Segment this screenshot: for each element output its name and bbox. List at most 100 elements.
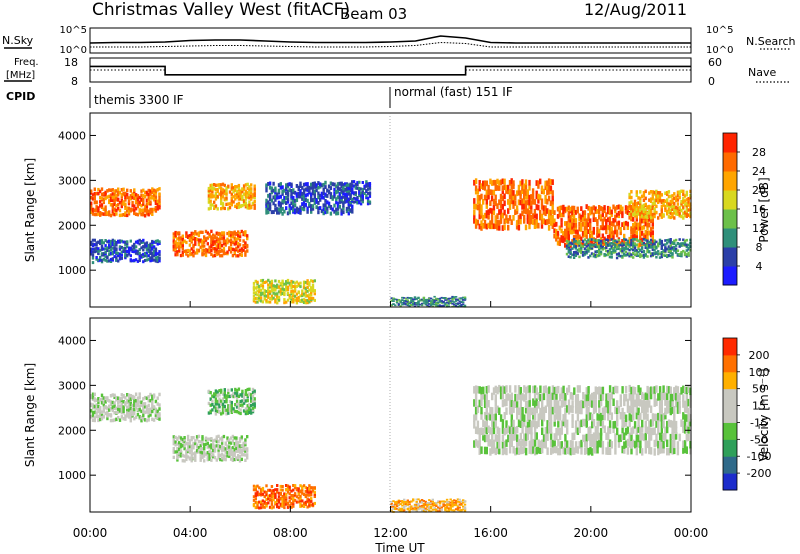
- echo-cell: [113, 250, 116, 254]
- echo-cell: [590, 209, 594, 215]
- echo-cell: [492, 426, 496, 435]
- echo-cell: [485, 393, 488, 402]
- echo-cell: [639, 249, 642, 252]
- echo-cell: [124, 202, 127, 206]
- echo-cell: [599, 242, 603, 245]
- power-echo-cells: [90, 178, 692, 308]
- echo-cell: [235, 449, 238, 454]
- echo-cell: [281, 189, 284, 194]
- echo-cell: [447, 300, 451, 302]
- echo-cell: [188, 442, 192, 446]
- echo-cell: [680, 200, 683, 204]
- echo-cell: [302, 194, 306, 199]
- echo-cell: [220, 458, 224, 462]
- echo-cell: [113, 411, 116, 415]
- echo-cell: [601, 245, 604, 249]
- colorbar-swatch: [723, 133, 737, 153]
- echo-cell: [95, 256, 98, 259]
- echo-cell: [240, 253, 243, 257]
- echo-cell: [521, 438, 524, 447]
- echo-cell: [118, 213, 122, 218]
- echo-cell: [480, 412, 483, 420]
- echo-cell: [476, 198, 480, 205]
- echo-cell: [576, 237, 579, 243]
- echo-cell: [290, 206, 293, 211]
- echo-cell: [617, 434, 621, 443]
- echo-cell: [589, 243, 592, 247]
- echo-cell: [235, 399, 239, 403]
- echo-cell: [571, 210, 574, 216]
- echo-cell: [194, 239, 197, 243]
- echo-cell: [483, 421, 487, 429]
- echo-cell: [238, 243, 242, 247]
- echo-cell: [599, 244, 603, 248]
- echo-cell: [108, 399, 111, 403]
- echo-cell: [585, 218, 588, 224]
- echo-cell: [646, 215, 649, 219]
- echo-cell: [209, 189, 212, 193]
- echo-cell: [606, 249, 610, 253]
- echo-cell: [302, 207, 306, 212]
- echo-cell: [530, 446, 533, 455]
- echo-cell: [261, 284, 265, 288]
- echo-cell: [308, 288, 311, 292]
- echo-cell: [637, 385, 640, 393]
- echo-cell: [310, 291, 313, 295]
- echo-cell: [482, 214, 485, 221]
- echo-cell: [542, 406, 546, 415]
- echo-cell: [154, 239, 158, 243]
- echo-cell: [510, 406, 513, 415]
- echo-cell: [368, 191, 372, 195]
- echo-cell: [482, 419, 485, 428]
- echo-cell: [100, 187, 104, 191]
- echo-cell: [109, 394, 113, 398]
- echo-cell: [476, 440, 480, 448]
- echo-cell: [451, 296, 454, 299]
- echo-cell: [286, 288, 290, 292]
- echo-cell: [212, 240, 215, 244]
- echo-cell: [428, 305, 431, 308]
- echo-cell: [617, 210, 621, 216]
- echo-cell: [302, 493, 306, 496]
- echo-cell: [108, 199, 111, 203]
- echo-cell: [290, 194, 293, 199]
- echo-cell: [503, 446, 506, 455]
- echo-cell: [651, 386, 655, 395]
- echo-cell: [567, 210, 570, 216]
- echo-cell: [256, 505, 259, 509]
- echo-cell: [671, 406, 674, 414]
- echo-cell: [630, 394, 633, 402]
- echo-cell: [673, 434, 676, 442]
- echo-cell: [671, 242, 674, 246]
- echo-cell: [658, 191, 662, 195]
- echo-cell: [145, 210, 149, 215]
- echo-cell: [589, 254, 592, 258]
- echo-cell: [256, 484, 259, 488]
- echo-cell: [474, 392, 478, 400]
- echo-cell: [480, 212, 483, 219]
- echo-cell: [190, 453, 193, 457]
- echo-cell: [133, 193, 136, 197]
- echo-cell: [276, 502, 279, 506]
- echo-cell: [621, 254, 624, 258]
- echo-cell: [229, 246, 233, 250]
- echo-cell: [113, 197, 116, 202]
- echo-cell: [580, 251, 583, 255]
- echo-cell: [567, 385, 571, 393]
- echo-cell: [605, 222, 608, 227]
- echo-cell: [487, 400, 490, 408]
- echo-cell: [333, 209, 336, 214]
- echo-cell: [306, 209, 309, 214]
- echo-cell: [526, 414, 530, 422]
- echo-cell: [454, 296, 458, 298]
- echo-cell: [517, 189, 521, 196]
- echo-cell: [429, 297, 433, 300]
- echo-cell: [503, 399, 506, 407]
- echo-cell: [109, 188, 113, 192]
- echo-cell: [621, 420, 624, 428]
- echo-cell: [569, 225, 572, 231]
- echo-cell: [637, 419, 640, 427]
- echo-cell: [270, 489, 274, 493]
- echo-cell: [234, 391, 237, 395]
- echo-cell: [344, 182, 347, 186]
